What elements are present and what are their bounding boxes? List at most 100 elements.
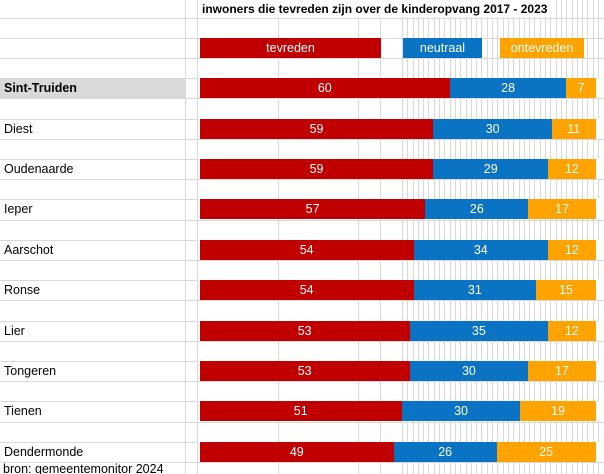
category-cell-aarschot: Aarschot bbox=[0, 240, 185, 260]
legend-label-neutraal: neutraal bbox=[419, 41, 466, 55]
gridline-vertical bbox=[428, 0, 430, 474]
bar-segment-neutraal: 28 bbox=[449, 78, 567, 99]
chart-title: inwoners die tevreden zijn over de kinde… bbox=[202, 1, 548, 16]
bar-value-label: 11 bbox=[567, 121, 581, 136]
gridline-horizontal bbox=[0, 179, 604, 181]
bar-segment-neutraal: 35 bbox=[409, 320, 549, 341]
gridline-horizontal bbox=[0, 421, 604, 423]
category-label: Dendermonde bbox=[4, 444, 84, 459]
bar-value-label: 51 bbox=[293, 404, 308, 419]
bar-segment-ontevreden: 15 bbox=[536, 280, 596, 301]
bar-value-label: 26 bbox=[438, 444, 453, 459]
bar-segment-tevreden: 53 bbox=[199, 320, 410, 341]
bar-row: 51 30 19 bbox=[199, 401, 596, 422]
bar-segment-ontevreden: 25 bbox=[496, 441, 596, 462]
gridline-horizontal bbox=[0, 259, 604, 261]
bar-row: 49 26 25 bbox=[199, 441, 596, 462]
bar-value-label: 34 bbox=[473, 242, 488, 257]
bar-row: 53 35 12 bbox=[199, 320, 596, 341]
bar-segment-neutraal: 30 bbox=[433, 118, 553, 139]
gridline-vertical bbox=[513, 0, 515, 474]
gridline-vertical bbox=[545, 0, 547, 474]
legend-item-neutraal: neutraal bbox=[403, 38, 482, 58]
bar-value-label: 17 bbox=[554, 363, 569, 378]
gridline-vertical bbox=[587, 0, 589, 474]
bar-value-label: 25 bbox=[539, 444, 554, 459]
gridline-vertical bbox=[502, 0, 504, 474]
gridline-horizontal bbox=[0, 98, 604, 100]
gridline-vertical bbox=[582, 0, 584, 474]
bar-segment-tevreden: 54 bbox=[199, 239, 414, 260]
bar-value-label: 59 bbox=[309, 161, 324, 176]
gridline-vertical bbox=[539, 0, 541, 474]
category-cell-sint-truiden: Sint-Truiden bbox=[0, 78, 185, 99]
bar-row: 54 31 15 bbox=[199, 280, 596, 301]
bar-value-label: 31 bbox=[467, 283, 482, 298]
gridline-vertical bbox=[555, 0, 557, 474]
bar-segment-tevreden: 54 bbox=[199, 280, 414, 301]
bar-value-label: 59 bbox=[309, 121, 324, 136]
category-cell-lier: Lier bbox=[0, 321, 185, 341]
bar-segment-tevreden: 53 bbox=[199, 360, 410, 382]
gridline-vertical bbox=[597, 0, 599, 474]
legend-item-ontevreden: ontevreden bbox=[500, 38, 584, 58]
source-note: bron: gemeentemonitor 2024 bbox=[3, 462, 164, 474]
gridline-vertical bbox=[481, 0, 483, 474]
gridline-vertical bbox=[444, 0, 446, 474]
bar-segment-ontevreden: 17 bbox=[528, 360, 596, 382]
gridline-horizontal bbox=[0, 57, 604, 59]
bar-value-label: 29 bbox=[483, 161, 498, 176]
category-cell-ieper: Ieper bbox=[0, 199, 185, 219]
gridline-vertical bbox=[560, 0, 562, 474]
category-label: Tongeren bbox=[4, 363, 57, 378]
category-label: Ieper bbox=[4, 202, 33, 217]
bar-value-label: 54 bbox=[299, 242, 314, 257]
gridline-vertical bbox=[402, 0, 403, 474]
gridline-vertical bbox=[507, 0, 509, 474]
gridline-vertical bbox=[465, 0, 467, 474]
bar-segment-ontevreden: 17 bbox=[528, 199, 596, 220]
bar-value-label: 15 bbox=[558, 283, 573, 298]
gridline-vertical bbox=[423, 0, 425, 474]
gridline-vertical bbox=[486, 0, 488, 474]
legend-label-tevreden: tevreden bbox=[266, 41, 315, 55]
bar-segment-tevreden: 51 bbox=[199, 401, 402, 422]
bar-value-label: 30 bbox=[461, 363, 476, 378]
gridline-vertical bbox=[412, 0, 414, 474]
gridline-vertical bbox=[454, 0, 456, 474]
bar-value-label: 49 bbox=[289, 444, 304, 459]
chart-title-cell: inwoners die tevreden zijn over de kinde… bbox=[198, 0, 552, 17]
gridline-horizontal bbox=[0, 138, 604, 140]
gridline-vertical bbox=[197, 0, 198, 474]
category-cell-tongeren: Tongeren bbox=[0, 361, 185, 381]
bar-value-label: 35 bbox=[471, 323, 486, 338]
bar-value-label: 12 bbox=[564, 242, 579, 257]
bar-segment-ontevreden: 7 bbox=[566, 78, 596, 99]
category-label: Diest bbox=[4, 121, 33, 136]
bar-value-label: 28 bbox=[501, 81, 516, 96]
bar-segment-ontevreden: 12 bbox=[548, 158, 596, 180]
gridline-vertical bbox=[518, 0, 520, 474]
bar-segment-neutraal: 31 bbox=[413, 280, 537, 301]
gridline-vertical bbox=[470, 0, 472, 474]
bar-value-label: 12 bbox=[564, 161, 579, 176]
gridline-vertical bbox=[497, 0, 499, 474]
gridline-vertical bbox=[529, 0, 531, 474]
bar-row: 60 28 7 bbox=[199, 78, 596, 99]
category-label: Tienen bbox=[4, 404, 42, 419]
legend-item-tevreden: tevreden bbox=[200, 38, 381, 58]
gridline-vertical bbox=[417, 0, 419, 474]
bar-segment-neutraal: 26 bbox=[393, 441, 497, 462]
gridline-vertical bbox=[277, 0, 279, 474]
category-cell-ronse: Ronse bbox=[0, 280, 185, 300]
gridline-vertical bbox=[185, 0, 186, 474]
bar-segment-tevreden: 60 bbox=[199, 78, 450, 99]
bar-segment-tevreden: 57 bbox=[199, 199, 426, 220]
category-label: Lier bbox=[4, 323, 25, 338]
gridline-horizontal bbox=[0, 461, 604, 463]
gridline-horizontal bbox=[0, 17, 604, 19]
bar-row: 59 29 12 bbox=[199, 158, 596, 180]
bar-row: 53 30 17 bbox=[199, 360, 596, 382]
gridline-vertical bbox=[571, 0, 573, 474]
